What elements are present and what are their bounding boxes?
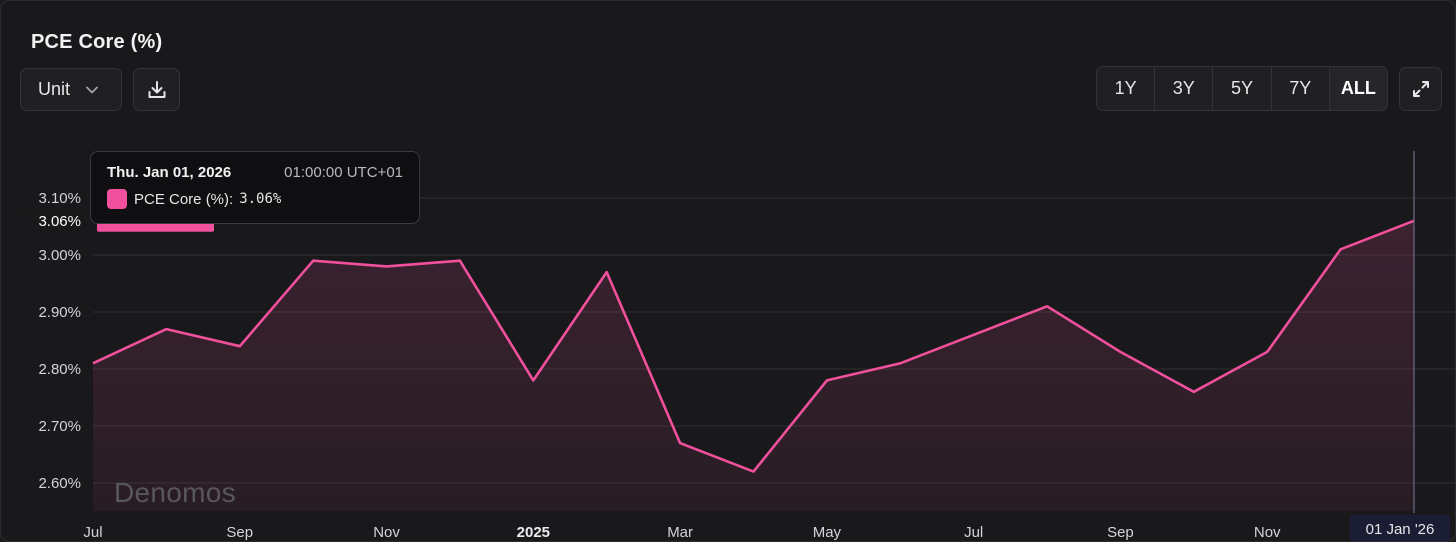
x-tick-label: Sep	[226, 524, 253, 541]
x-tick-label: Mar	[667, 524, 693, 541]
chevron-down-icon	[86, 86, 98, 94]
y-tick-label: 2.80%	[38, 361, 81, 378]
tooltip-series-label: PCE Core (%):	[134, 190, 234, 208]
range-1y-button[interactable]: 1Y	[1097, 67, 1156, 110]
range-5y-button[interactable]: 5Y	[1213, 67, 1272, 110]
tooltip-date: Thu. Jan 01, 2026	[107, 164, 232, 181]
tooltip-time: 01:00:00 UTC+01	[284, 164, 403, 181]
y-tick-label: 2.60%	[38, 475, 81, 492]
series-area	[93, 220, 1414, 512]
time-range-selector: 1Y 3Y 5Y 7Y ALL	[1096, 66, 1388, 111]
last-value-label-bg	[23, 208, 86, 233]
y-tick-label: 2.70%	[38, 418, 81, 435]
watermark: Denomos	[114, 477, 236, 508]
unit-dropdown[interactable]: Unit	[20, 68, 122, 111]
unit-dropdown-label: Unit	[38, 79, 71, 99]
x-tick-label: Nov	[373, 524, 400, 541]
expand-button[interactable]	[1399, 67, 1442, 111]
x-tick-label: Nov	[1254, 524, 1281, 541]
x-tick-label: 2025	[517, 524, 550, 541]
expand-icon	[1411, 79, 1431, 99]
tooltip: Thu. Jan 01, 2026 01:00:00 UTC+01 PCE Co…	[90, 151, 420, 224]
last-value-label: 3.06%	[38, 213, 81, 230]
range-all-button[interactable]: ALL	[1329, 67, 1387, 110]
x-tick-label: Jul	[964, 524, 983, 541]
tooltip-value: 3.06%	[239, 191, 282, 207]
range-7y-button[interactable]: 7Y	[1272, 67, 1330, 110]
y-tick-label: 3.00%	[38, 247, 81, 264]
y-tick-label: 2.90%	[38, 304, 81, 321]
x-tick-label: Sep	[1107, 524, 1134, 541]
download-icon	[147, 80, 167, 100]
series-line	[92, 219, 1415, 473]
series-color-swatch	[107, 189, 127, 209]
chart-title: PCE Core (%)	[31, 31, 163, 53]
x-tick-label: Jul	[83, 524, 102, 541]
download-button[interactable]	[133, 68, 180, 111]
x-tick-label: May	[813, 524, 842, 541]
crosshair-x-label: 01 Jan '26	[1350, 515, 1450, 541]
y-tick-label: 3.10%	[38, 190, 81, 207]
range-3y-button[interactable]: 3Y	[1155, 67, 1214, 110]
